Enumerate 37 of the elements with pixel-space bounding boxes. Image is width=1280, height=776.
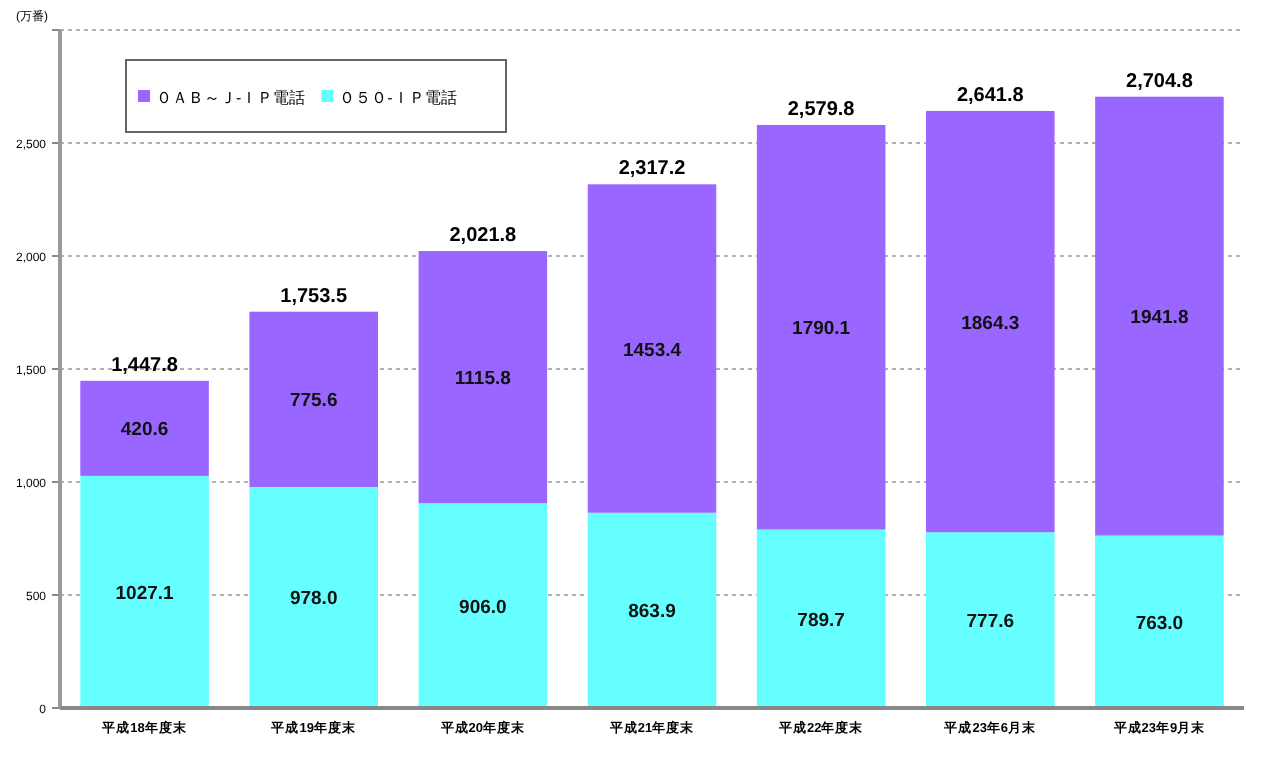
data-label: 420.6 <box>120 419 169 442</box>
total-label: 2,641.8 <box>956 84 1025 107</box>
bar <box>587 184 717 513</box>
total-label: 1,753.5 <box>280 285 348 308</box>
data-label: 1027.1 <box>115 582 176 605</box>
bar <box>418 251 548 504</box>
bar <box>418 503 548 708</box>
bar <box>249 486 378 708</box>
data-label: 863.9 <box>628 601 676 624</box>
data-label: 1941.8 <box>1130 307 1189 330</box>
data-label: 1115.8 <box>454 368 511 391</box>
data-label: 763.0 <box>1135 612 1184 635</box>
data-label: 978.0 <box>289 588 338 611</box>
bar <box>80 380 209 476</box>
total-label: 2,579.8 <box>787 98 856 121</box>
legend-label: ０５０-ＩＰ電話 <box>339 89 457 107</box>
data-label: 1453.4 <box>622 339 683 362</box>
total-label: 2,317.2 <box>618 158 687 181</box>
bar <box>80 475 209 708</box>
bar <box>926 532 1055 708</box>
bar <box>249 311 378 487</box>
data-label: 777.6 <box>966 611 1015 634</box>
total-label: 1,447.8 <box>111 354 179 377</box>
data-label: 1790.1 <box>792 318 852 341</box>
data-label: 906.0 <box>459 596 507 619</box>
legend-label: ０ＡＢ～Ｊ-ＩＰ電話 <box>156 89 306 107</box>
bar <box>1095 535 1224 708</box>
bar <box>756 529 886 708</box>
data-label: 789.7 <box>797 609 845 632</box>
bar <box>756 124 886 530</box>
bar <box>926 110 1055 533</box>
total-label: 2,704.8 <box>1126 70 1194 93</box>
bar <box>1095 96 1224 536</box>
bar <box>587 512 717 708</box>
data-label: 775.6 <box>289 390 338 413</box>
data-label: 1864.3 <box>961 312 1020 335</box>
total-label: 2,021.8 <box>449 225 518 248</box>
